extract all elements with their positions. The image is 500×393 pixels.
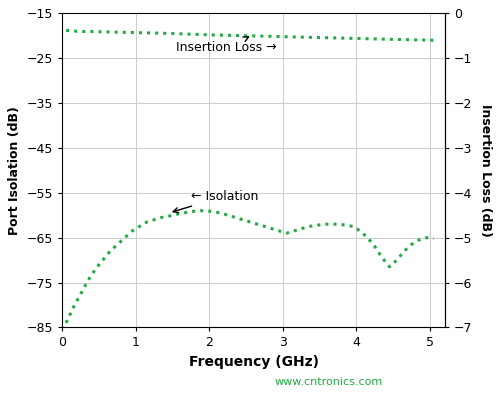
Y-axis label: Insertion Loss (dB): Insertion Loss (dB) <box>478 104 492 237</box>
Text: ← Isolation: ← Isolation <box>173 189 258 213</box>
Text: www.cntronics.com: www.cntronics.com <box>275 377 384 387</box>
Text: Insertion Loss →: Insertion Loss → <box>176 37 277 55</box>
Y-axis label: Port Isolation (dB): Port Isolation (dB) <box>8 106 22 235</box>
X-axis label: Frequency (GHz): Frequency (GHz) <box>188 355 318 369</box>
